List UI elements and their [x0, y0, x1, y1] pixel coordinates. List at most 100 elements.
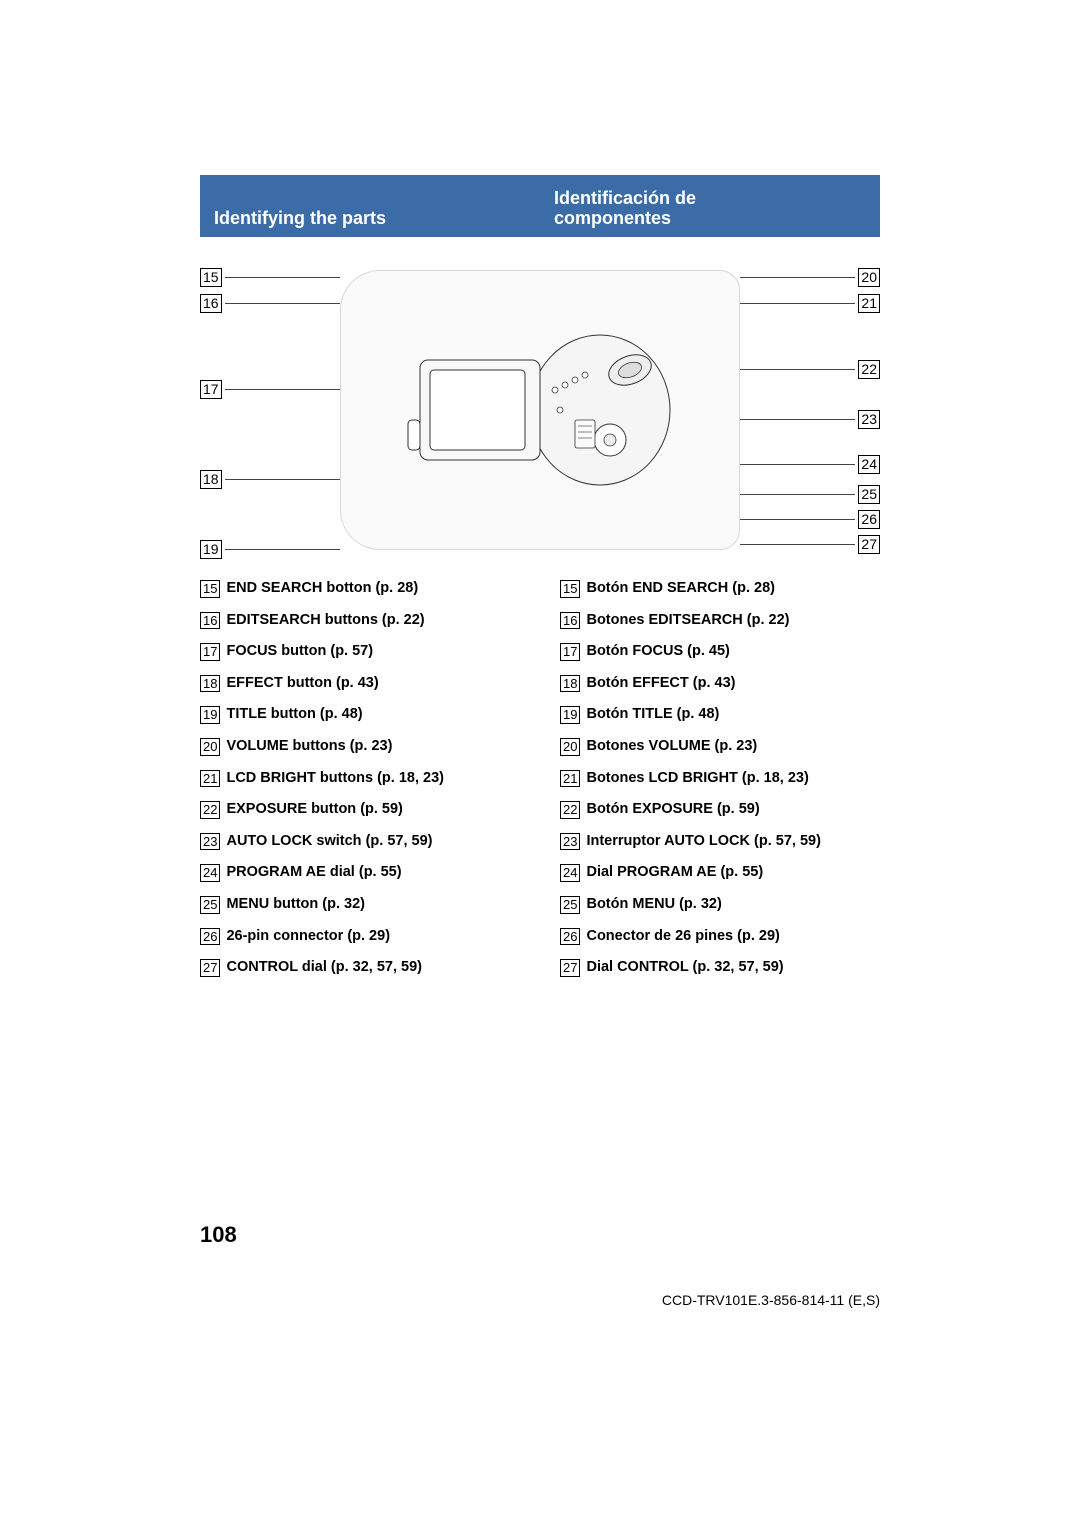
es-entry-24: 24Dial PROGRAM AE (p. 55) [560, 864, 880, 882]
callout-left-16: 16 [200, 294, 222, 313]
callout-left-19: 19 [200, 540, 222, 559]
entry-text: Interruptor AUTO LOCK (p. 57, 59) [586, 833, 820, 849]
diagram-area: 15 16 17 18 19 20 21 22 23 24 25 26 27 [200, 260, 880, 570]
leader-line [225, 549, 340, 550]
entry-number: 26 [200, 928, 220, 946]
es-entry-21: 21 Botones LCD BRIGHT (p. 18, 23) [560, 770, 880, 788]
header-bar: Identifying the parts Identificación de … [200, 175, 880, 237]
es-entry-15: 15Botón END SEARCH (p. 28) [560, 580, 880, 598]
camcorder-illustration-svg [400, 320, 680, 500]
leader-line [740, 464, 855, 465]
entry-number: 21 [560, 770, 580, 788]
callout-right-23: 23 [858, 410, 880, 429]
callout-right-26: 26 [858, 510, 880, 529]
en-entry-22: 22 EXPOSURE button (p. 59) [200, 801, 520, 819]
entry-columns: 15 END SEARCH botton (p. 28) 16 EDITSEARCH … [200, 580, 880, 977]
entry-text: END SEARCH botton (p. 28) [226, 580, 418, 596]
leader-line [740, 419, 855, 420]
entry-number: 23 [560, 833, 580, 851]
entry-number: 16 [200, 612, 220, 630]
es-entry-27: 27 Dial CONTROL (p. 32, 57, 59) [560, 959, 880, 977]
entry-text: Dial PROGRAM AE (p. 55) [586, 864, 763, 880]
header-title-en: Identifying the parts [200, 200, 540, 237]
callout-number: 19 [200, 540, 222, 559]
entry-number: 16 [560, 612, 580, 630]
entry-text: Botón END SEARCH (p. 28) [586, 580, 775, 596]
page-number: 108 [200, 1222, 237, 1248]
entry-number: 17 [560, 643, 580, 661]
entry-text: 26-pin connector (p. 29) [226, 928, 390, 944]
spanish-column: 15Botón END SEARCH (p. 28) 16Botones EDIT… [560, 580, 880, 977]
entry-number: 17 [200, 643, 220, 661]
callout-number: 17 [200, 380, 222, 399]
callout-left-17: 17 [200, 380, 222, 399]
entry-text: Botón FOCUS (p. 45) [586, 643, 729, 659]
callout-number: 27 [858, 535, 880, 554]
callout-number: 21 [858, 294, 880, 313]
callout-number: 26 [858, 510, 880, 529]
leader-line [740, 519, 855, 520]
en-entry-16: 16 EDITSEARCH buttons (p. 22) [200, 612, 520, 630]
entry-text: Botones LCD BRIGHT (p. 18, 23) [586, 770, 808, 786]
entry-number: 24 [200, 864, 220, 882]
entry-text: MENU button (p. 32) [226, 896, 365, 912]
entry-text: EDITSEARCH buttons (p. 22) [226, 612, 424, 628]
callout-number: 16 [200, 294, 222, 313]
entry-text: Botón MENU (p. 32) [586, 896, 721, 912]
es-entry-20: 20 Botones VOLUME (p. 23) [560, 738, 880, 756]
es-entry-25: 25 Botón MENU (p. 32) [560, 896, 880, 914]
entry-text: EXPOSURE button (p. 59) [226, 801, 402, 817]
entry-number: 25 [560, 896, 580, 914]
entry-text: Botón EFFECT (p. 43) [586, 675, 735, 691]
entry-number: 22 [200, 801, 220, 819]
leader-line [740, 277, 855, 278]
es-entry-26: 26Conector de 26 pines (p. 29) [560, 928, 880, 946]
es-entry-23: 23 Interruptor AUTO LOCK (p. 57, 59) [560, 833, 880, 851]
en-entry-27: 27CONTROL dial (p. 32, 57, 59) [200, 959, 520, 977]
entry-number: 19 [560, 706, 580, 724]
en-entry-15: 15 END SEARCH botton (p. 28) [200, 580, 520, 598]
callout-number: 23 [858, 410, 880, 429]
leader-line [225, 277, 340, 278]
leader-line [225, 303, 340, 304]
entry-text: FOCUS button (p. 57) [226, 643, 373, 659]
entry-number: 25 [200, 896, 220, 914]
en-entry-23: 23AUTO LOCK switch (p. 57, 59) [200, 833, 520, 851]
entry-number: 15 [200, 580, 220, 598]
en-entry-20: 20 VOLUME buttons (p. 23) [200, 738, 520, 756]
es-entry-16: 16Botones EDITSEARCH (p. 22) [560, 612, 880, 630]
entry-text: Dial CONTROL (p. 32, 57, 59) [586, 959, 783, 975]
en-entry-17: 17 FOCUS button (p. 57) [200, 643, 520, 661]
header-title-es: Identificación de componentes [540, 180, 880, 237]
entry-number: 18 [560, 675, 580, 693]
es-entry-17: 17 Botón FOCUS (p. 45) [560, 643, 880, 661]
callout-right-25: 25 [858, 485, 880, 504]
entry-number: 20 [200, 738, 220, 756]
es-entry-19: 19 Botón TITLE (p. 48) [560, 706, 880, 724]
en-entry-26: 26 26-pin connector (p. 29) [200, 928, 520, 946]
callout-right-21: 21 [858, 294, 880, 313]
callout-number: 18 [200, 470, 222, 489]
callout-number: 24 [858, 455, 880, 474]
en-entry-18: 18EFFECT button (p. 43) [200, 675, 520, 693]
callout-number: 22 [858, 360, 880, 379]
entry-number: 20 [560, 738, 580, 756]
entry-number: 27 [560, 959, 580, 977]
leader-line [740, 369, 855, 370]
leader-line [225, 389, 340, 390]
leader-line [740, 303, 855, 304]
en-entry-25: 25 MENU button (p. 32) [200, 896, 520, 914]
entry-number: 22 [560, 801, 580, 819]
entry-text: VOLUME buttons (p. 23) [226, 738, 392, 754]
entry-number: 18 [200, 675, 220, 693]
leader-line [740, 544, 855, 545]
entry-text: LCD BRIGHT buttons (p. 18, 23) [226, 770, 444, 786]
entry-number: 27 [200, 959, 220, 977]
callout-right-20: 20 [858, 268, 880, 287]
en-entry-21: 21LCD BRIGHT buttons (p. 18, 23) [200, 770, 520, 788]
callout-number: 15 [200, 268, 222, 287]
entry-text: Botones VOLUME (p. 23) [586, 738, 757, 754]
entry-text: Botón TITLE (p. 48) [586, 706, 719, 722]
entry-number: 26 [560, 928, 580, 946]
en-entry-24: 24PROGRAM AE dial (p. 55) [200, 864, 520, 882]
